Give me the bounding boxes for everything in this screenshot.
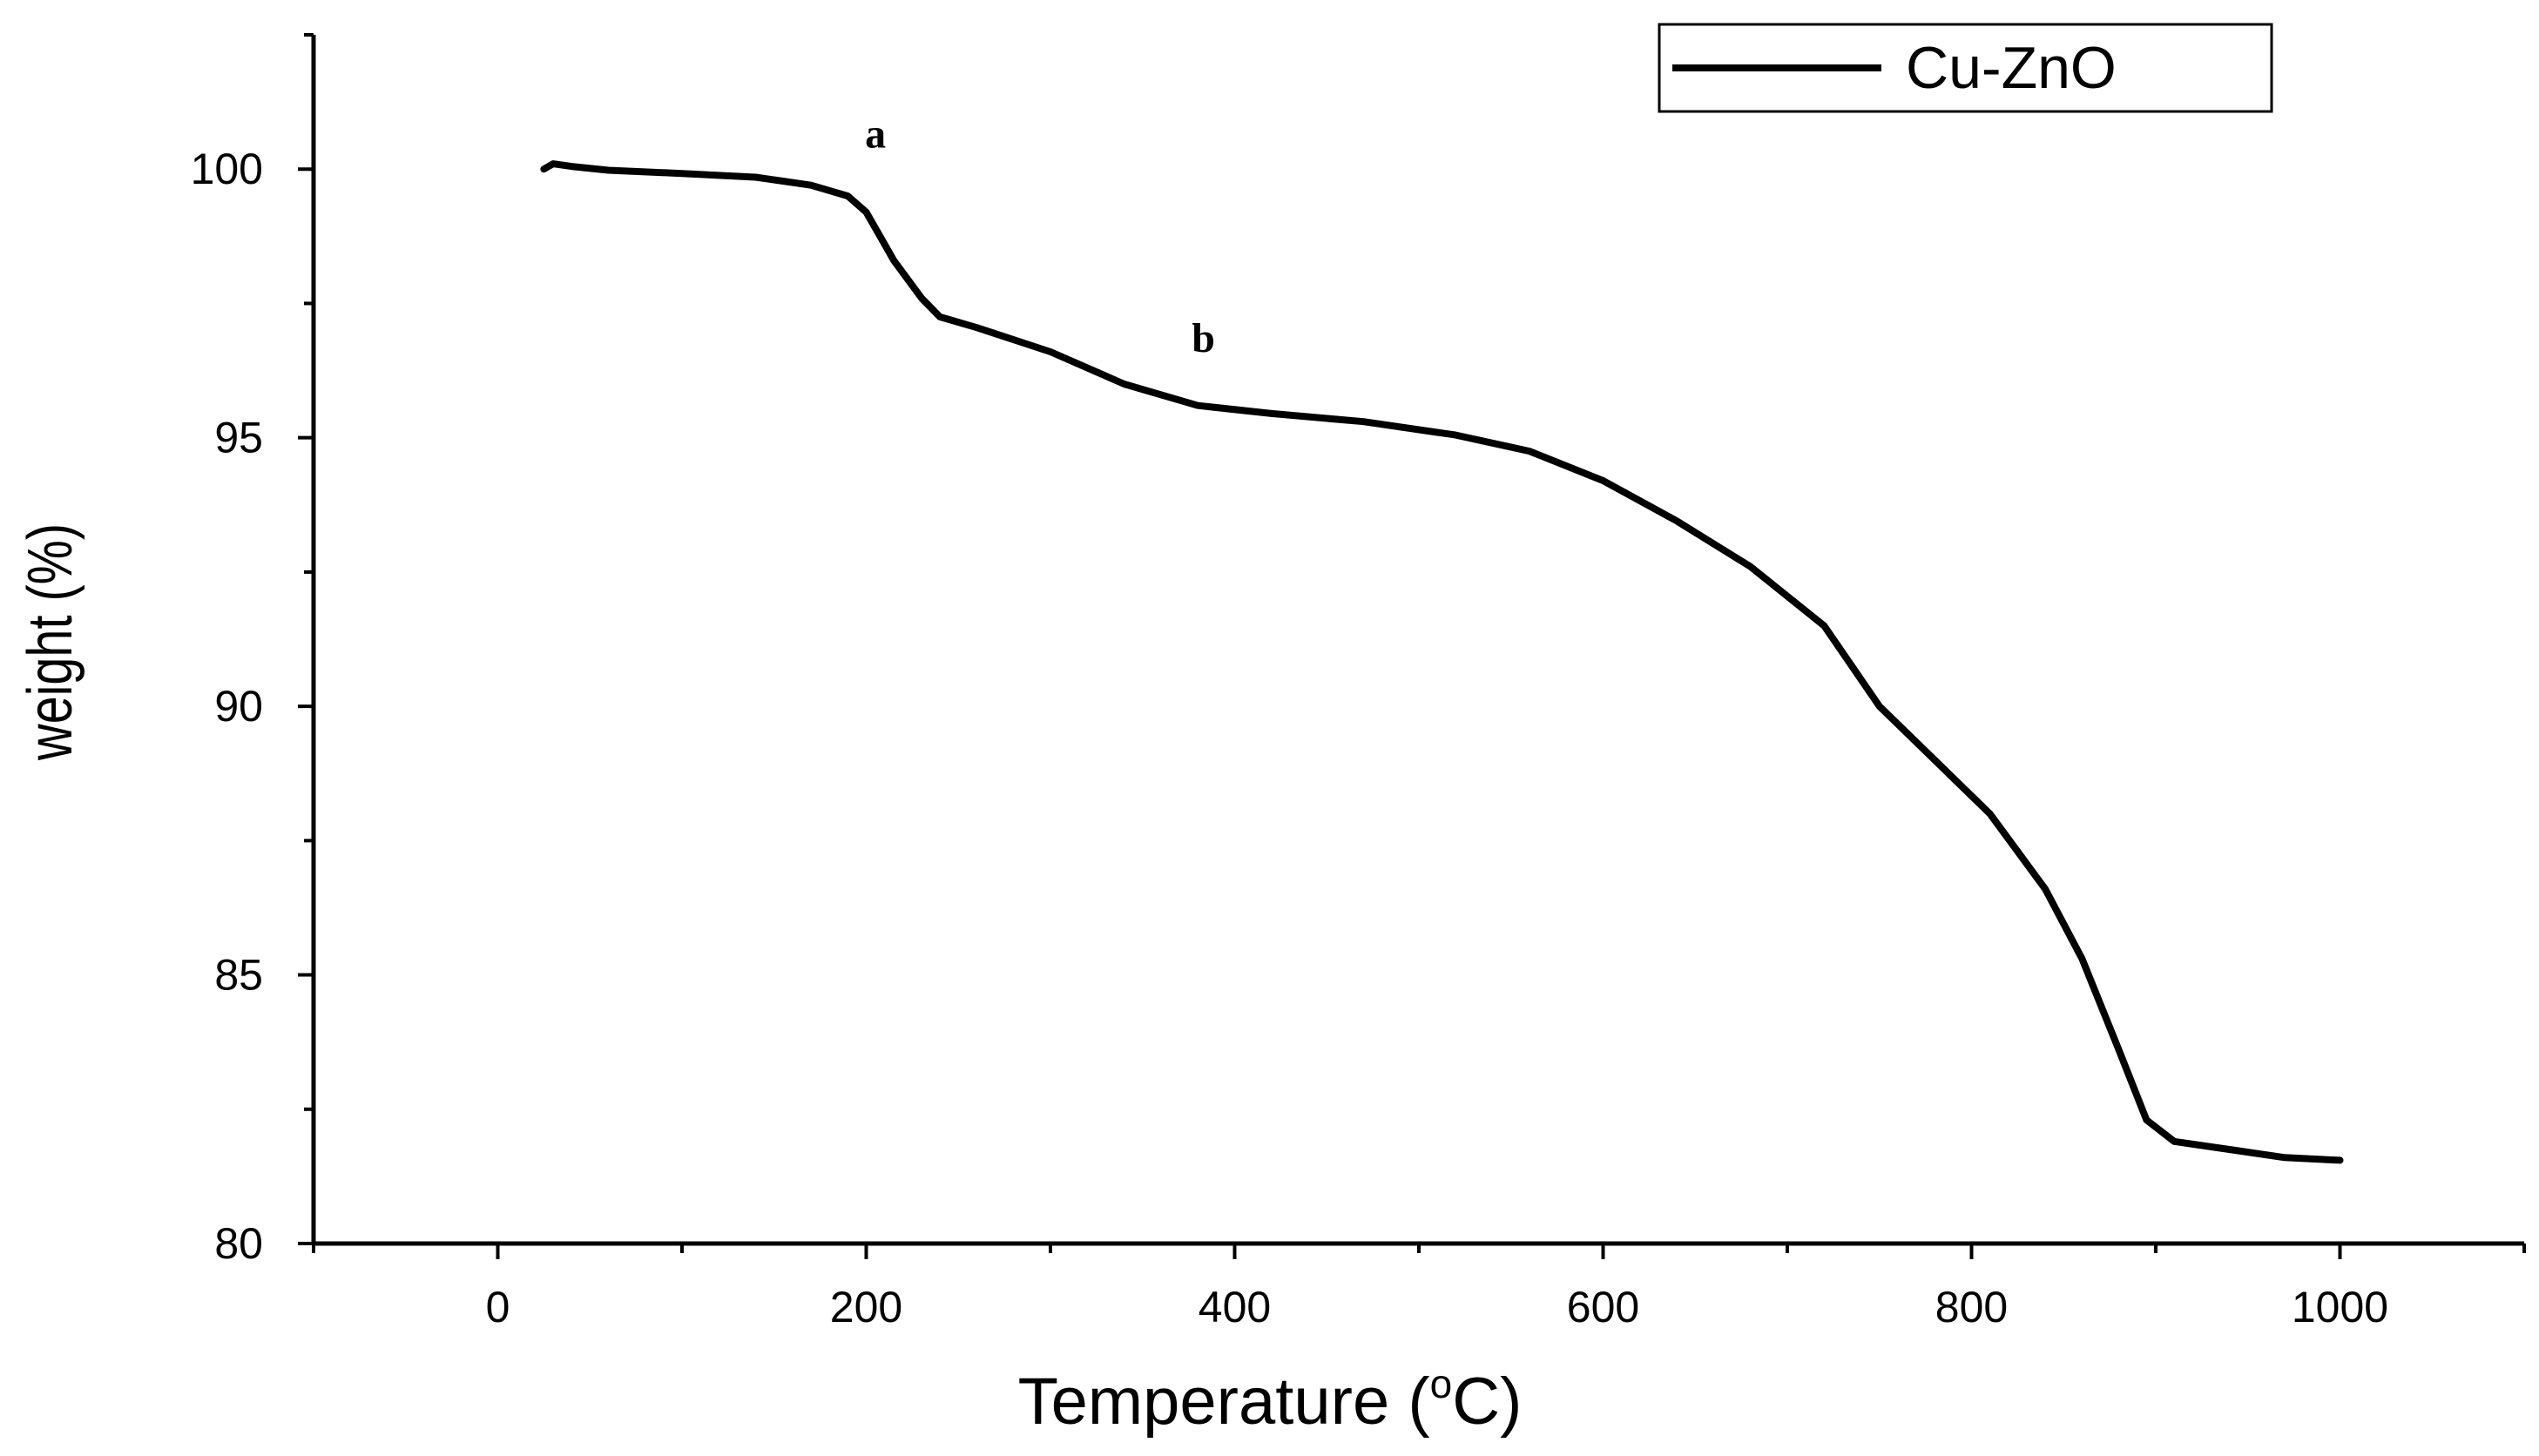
axes xyxy=(311,35,2524,1246)
x-axis-title-unit: C) xyxy=(1452,1365,1522,1439)
y-tick-label: 80 xyxy=(214,1219,263,1268)
legend-label: Cu-ZnO xyxy=(1906,35,2117,101)
x-axis-title-text: Temperature ( xyxy=(1018,1365,1430,1439)
x-tick-label: 800 xyxy=(1935,1283,2008,1331)
legend: Cu-ZnO xyxy=(1658,23,2273,113)
y-tick-label: 95 xyxy=(214,414,263,462)
annotations: ab xyxy=(865,111,1215,361)
y-tick-label: 85 xyxy=(214,951,263,1000)
annotation-a: a xyxy=(865,111,886,158)
x-tick-label: 1000 xyxy=(2292,1283,2388,1331)
x-axis-title: Temperature (oC) xyxy=(1018,1361,1523,1439)
x-tick-label: 0 xyxy=(486,1283,510,1331)
y-axis-title: weight (%) xyxy=(15,523,85,761)
series-line-cu-zno xyxy=(540,160,2344,1164)
tick-marks xyxy=(298,33,2526,1259)
y-tick-label: 100 xyxy=(191,145,263,193)
y-tick-label: 90 xyxy=(214,682,263,731)
x-axis-title-degree: o xyxy=(1430,1361,1453,1406)
x-tick-label: 400 xyxy=(1199,1283,1271,1331)
annotation-b: b xyxy=(1192,315,1215,361)
tick-labels: 0 200 400 600 800 1000 80 85 90 95 100 xyxy=(191,145,2389,1331)
x-tick-label: 200 xyxy=(830,1283,902,1331)
x-tick-label: 600 xyxy=(1567,1283,1639,1331)
